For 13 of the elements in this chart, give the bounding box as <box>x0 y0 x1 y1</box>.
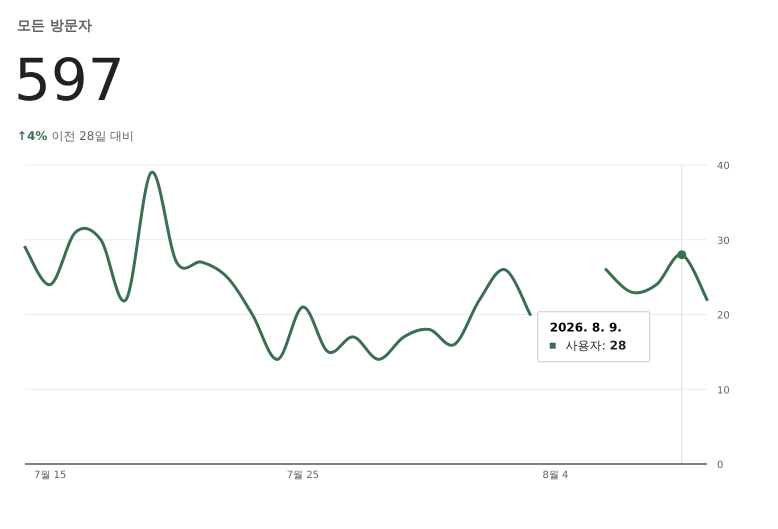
y-tick-label: 0 <box>717 460 724 471</box>
y-tick-label: 20 <box>717 310 730 322</box>
x-tick-label: 8월 4 <box>542 470 568 481</box>
annotation: 2026. 8. 9. <box>550 320 622 335</box>
x-tick-label: 7월 25 <box>286 470 319 481</box>
y-tick-label: 40 <box>717 161 730 172</box>
text: ↑4% 이전 28일 대비 <box>17 129 134 143</box>
annotation: 사용자: 28 <box>566 338 626 353</box>
chart-title: 모든 방문자 <box>17 18 92 34</box>
x-tick-label: 7월 15 <box>34 470 66 481</box>
y-tick-label: 10 <box>717 385 730 396</box>
chart-subtitle: 597 <box>14 46 125 114</box>
y-tick-label: 30 <box>717 236 730 247</box>
